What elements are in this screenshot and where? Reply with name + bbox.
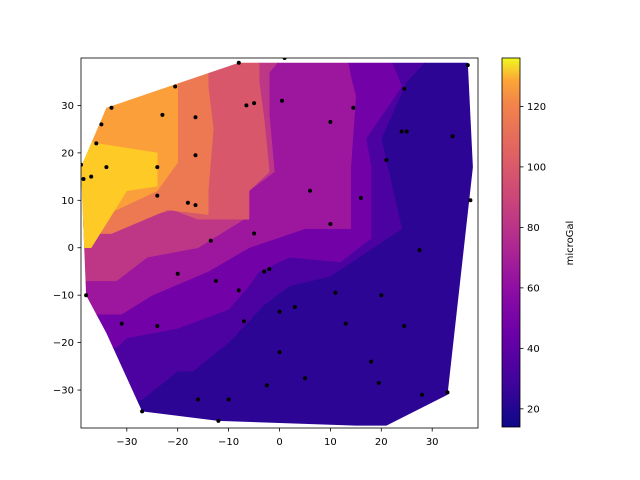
colorbar-tick-label: 20: [527, 404, 540, 415]
data-point: [216, 418, 221, 423]
data-point: [333, 290, 338, 295]
data-point: [343, 321, 348, 326]
data-point: [252, 101, 257, 106]
x-tick-label: 10: [324, 437, 337, 448]
colorbar-tick-label: 120: [527, 102, 546, 113]
data-point: [173, 84, 178, 89]
data-point: [160, 112, 165, 117]
y-tick-label: 10: [61, 196, 74, 207]
data-point: [241, 319, 246, 324]
data-point: [376, 380, 381, 385]
data-point: [262, 269, 267, 274]
data-point: [99, 122, 104, 127]
data-point: [119, 321, 124, 326]
x-tick-label: −30: [116, 437, 137, 448]
data-point: [264, 383, 269, 388]
colorbar-gradient: [502, 58, 520, 427]
colorbar-tick-label: 60: [527, 283, 540, 294]
data-point: [404, 129, 409, 134]
data-point: [417, 248, 422, 253]
data-point: [358, 195, 363, 200]
data-point: [267, 267, 272, 272]
y-tick-label: −20: [53, 338, 74, 349]
data-point: [369, 359, 374, 364]
data-point: [155, 193, 160, 198]
contour-band-8: [81, 133, 158, 248]
data-point: [81, 162, 83, 167]
data-point: [104, 165, 109, 170]
data-point: [84, 293, 89, 298]
x-tick-label: −20: [167, 437, 188, 448]
y-tick-label: −30: [53, 386, 74, 397]
data-point: [399, 129, 404, 134]
data-point: [94, 141, 99, 146]
data-point: [81, 177, 86, 181]
data-point: [213, 278, 218, 283]
data-point: [379, 293, 384, 298]
data-point: [252, 231, 257, 236]
y-tick-label: 20: [61, 148, 74, 159]
colorbar-tick-label: 80: [527, 223, 540, 234]
data-point: [280, 98, 284, 103]
data-point: [140, 409, 145, 414]
x-tick-label: 30: [426, 437, 439, 448]
x-axis: −30 −20 −10 0 10 20 30: [116, 428, 439, 448]
data-point: [328, 120, 333, 124]
colorbar-ticks: 20 40 60 80 100 120: [520, 102, 546, 415]
data-point: [302, 376, 307, 381]
data-point: [384, 158, 389, 162]
data-point: [328, 222, 333, 226]
data-point: [155, 165, 160, 170]
data-point: [445, 390, 450, 395]
data-point: [465, 63, 470, 68]
data-point: [208, 238, 213, 243]
colorbar-label: microGal: [565, 221, 576, 266]
y-tick-label: 0: [68, 243, 74, 254]
data-point: [109, 105, 114, 110]
data-point: [89, 174, 94, 179]
data-point: [282, 58, 287, 60]
data-point: [277, 309, 282, 314]
data-point: [185, 200, 190, 205]
colorbar-tick-label: 100: [527, 162, 546, 173]
data-point: [450, 134, 455, 139]
colorbar-frame: [501, 57, 521, 428]
x-tick-label: 20: [375, 437, 388, 448]
data-point: [277, 350, 282, 355]
data-point: [308, 188, 312, 193]
data-point: [236, 288, 241, 293]
contour-fill-group: [81, 62, 473, 426]
data-point: [351, 105, 356, 110]
colorbar: 20 40 60 80 100 120 microGal: [501, 57, 576, 428]
data-point: [420, 392, 424, 397]
data-point: [155, 324, 160, 328]
data-point: [468, 198, 473, 203]
data-point: [402, 324, 407, 328]
data-point: [292, 305, 297, 309]
plot-area: −30 −20 −10 0 10 20 30 −30 −20 −10 0 10 20 30: [53, 57, 479, 448]
measurement-points: [81, 58, 473, 423]
data-point: [193, 203, 198, 208]
y-axis: −30 −20 −10 0 10 20 30: [53, 101, 81, 397]
data-point: [402, 86, 407, 91]
data-point: [196, 397, 201, 402]
colorbar-tick-label: 40: [527, 344, 540, 355]
x-tick-label: −10: [218, 437, 239, 448]
data-point: [236, 60, 241, 65]
data-point: [193, 115, 198, 120]
data-point: [175, 271, 180, 276]
data-point: [244, 103, 249, 108]
x-tick-label: 0: [276, 437, 282, 448]
y-tick-label: −10: [53, 291, 74, 302]
data-point: [226, 397, 231, 402]
data-point: [193, 153, 198, 158]
y-tick-label: 30: [61, 101, 74, 112]
